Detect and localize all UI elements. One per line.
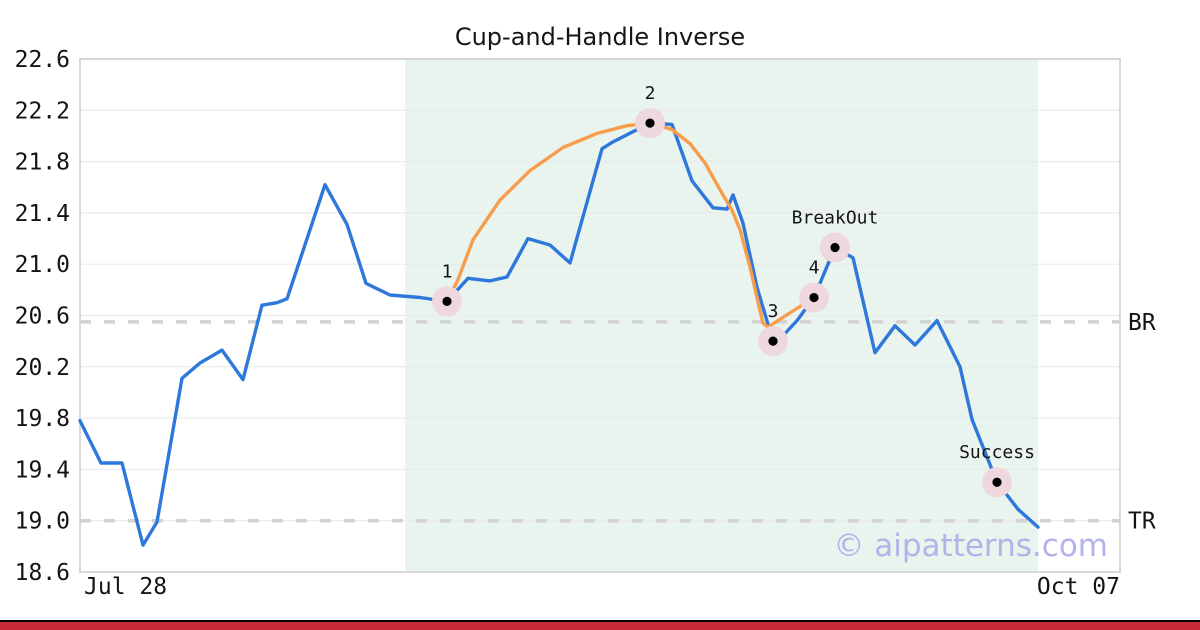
marker-dot-4 [809,292,819,303]
y-tick-label: 22.2 [15,98,70,124]
axis-labels-layer: 22.6 22.2 21.8 21.4 21.0 20.6 20.2 19.8 19.4 19.0… [15,47,1120,600]
marker-label-success: Success [959,442,1035,463]
level-label-br: BR [1128,310,1156,336]
x-tick-label-end: Oct 07 [1037,574,1120,600]
marker-label-3: 3 [768,301,779,322]
y-tick-label: 19.4 [15,457,70,483]
marker-dot-2 [645,118,655,128]
marker-label-breakout: BreakOut [792,208,879,229]
y-tick-label: 20.2 [15,355,70,381]
series-lines-layer [78,121,1040,547]
pattern-overlay-line [445,121,816,329]
markers-layer: 1 2 3 4 BreakOut Success [432,83,1035,498]
marker-dot-3 [768,336,778,346]
plot-frame-layer [79,58,1121,573]
y-tick-label: 18.6 [15,560,70,586]
level-lines-layer: BR TR [80,310,1156,535]
y-tick-label: 21.8 [15,150,70,176]
marker-label-2: 2 [645,83,656,104]
marker-label-4: 4 [809,258,820,279]
footer-layer [0,620,1200,630]
y-tick-label: 20.6 [15,304,70,330]
footer-rule [0,620,1200,622]
chart-title: Cup-and-Handle Inverse [455,23,745,51]
marker-label-1: 1 [442,261,453,282]
footer-accent-bar [0,622,1200,630]
marker-dot-breakout [830,242,840,253]
y-tick-label: 21.0 [15,252,70,278]
marker-dot-success [992,477,1002,487]
marker-dot-1 [442,296,452,306]
x-tick-label-start: Jul 28 [84,574,167,600]
y-tick-label: 19.8 [15,406,70,432]
watermark: © aipatterns.com [833,528,1108,564]
plot-frame [79,58,1121,573]
level-label-tr: TR [1128,509,1156,535]
y-tick-label: 22.6 [15,47,70,73]
y-tick-label: 21.4 [15,201,70,227]
price-line [78,121,1040,547]
y-tick-label: 19.0 [15,509,70,535]
